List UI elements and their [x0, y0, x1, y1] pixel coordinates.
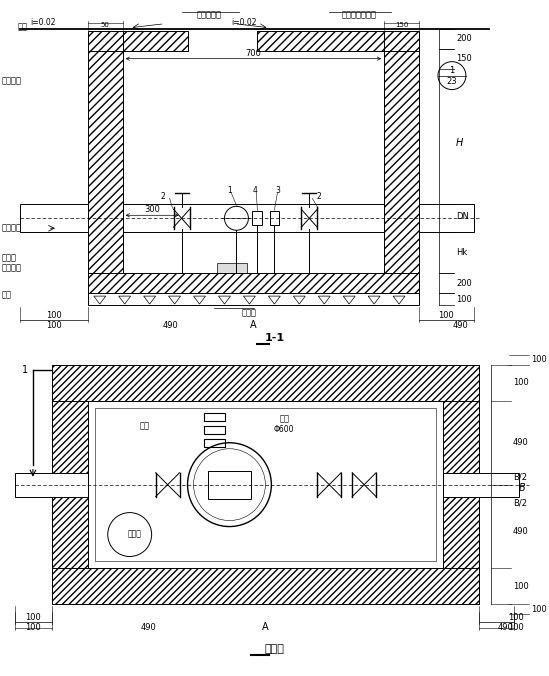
Text: 100: 100 — [508, 623, 524, 632]
Polygon shape — [52, 365, 479, 401]
Text: 100: 100 — [439, 310, 455, 320]
Text: 490: 490 — [497, 623, 513, 632]
Text: i=0.02: i=0.02 — [232, 18, 257, 27]
Text: Φ600: Φ600 — [274, 425, 295, 434]
Polygon shape — [257, 30, 384, 51]
Text: 2: 2 — [317, 192, 322, 201]
Text: 集水坑: 集水坑 — [242, 308, 257, 318]
Polygon shape — [88, 273, 419, 293]
Bar — [419, 204, 474, 233]
Text: B/2: B/2 — [513, 472, 527, 481]
Text: 23: 23 — [447, 77, 457, 86]
Bar — [208, 470, 251, 499]
Text: 100: 100 — [26, 613, 41, 622]
Text: A: A — [262, 623, 268, 632]
Text: 50: 50 — [101, 22, 110, 28]
Text: 1: 1 — [227, 186, 232, 195]
Text: 100: 100 — [513, 582, 529, 591]
Text: 钉筋混凝土盖板: 钉筋混凝土盖板 — [341, 10, 377, 19]
Polygon shape — [384, 51, 419, 273]
Polygon shape — [88, 30, 123, 51]
Text: 井盖及支座: 井盖及支座 — [197, 10, 222, 19]
Bar — [204, 439, 226, 447]
Polygon shape — [52, 401, 88, 569]
Polygon shape — [88, 293, 419, 305]
Text: 490: 490 — [513, 527, 529, 536]
Text: H: H — [456, 139, 463, 149]
Bar — [20, 204, 88, 233]
Text: 100: 100 — [531, 356, 546, 364]
Bar — [204, 413, 226, 420]
Text: i=0.02: i=0.02 — [30, 18, 55, 27]
Polygon shape — [88, 51, 123, 273]
Bar — [95, 408, 436, 562]
Text: 200: 200 — [456, 34, 472, 43]
Text: 水流方向: 水流方向 — [2, 224, 22, 233]
Text: 钉筋混: 钉筋混 — [2, 254, 17, 263]
Polygon shape — [52, 569, 479, 604]
Text: 砖筑井壁: 砖筑井壁 — [2, 76, 22, 85]
Bar — [270, 212, 279, 225]
Text: 490: 490 — [141, 623, 156, 632]
Text: 1: 1 — [449, 66, 455, 75]
Text: 2: 2 — [160, 192, 165, 201]
Text: 100: 100 — [26, 623, 41, 632]
Text: 垒层: 垒层 — [2, 291, 12, 299]
Text: 100: 100 — [46, 310, 61, 320]
Bar — [15, 473, 88, 497]
Text: 3: 3 — [275, 186, 280, 195]
Polygon shape — [384, 30, 419, 51]
Text: 集水坑: 集水坑 — [128, 529, 142, 538]
Text: 150: 150 — [395, 22, 408, 28]
Text: 200: 200 — [456, 279, 472, 287]
Text: DN: DN — [456, 212, 469, 221]
Text: 150: 150 — [456, 54, 472, 63]
Bar — [52, 365, 479, 604]
Text: 490: 490 — [163, 320, 178, 329]
Polygon shape — [443, 401, 479, 569]
Text: 490: 490 — [452, 320, 468, 329]
Polygon shape — [123, 30, 188, 51]
Text: 100: 100 — [456, 295, 472, 304]
Text: B: B — [519, 483, 525, 493]
Text: 凝土底板: 凝土底板 — [2, 264, 22, 272]
Circle shape — [438, 62, 466, 90]
Bar — [217, 263, 248, 273]
Text: 100: 100 — [531, 605, 546, 614]
Text: 蹯步: 蹯步 — [139, 421, 150, 431]
Text: 1-1: 1-1 — [264, 333, 284, 343]
Bar — [253, 212, 262, 225]
Text: B/2: B/2 — [513, 498, 527, 507]
Text: 人孔: 人孔 — [279, 414, 289, 423]
Text: 100: 100 — [508, 613, 524, 622]
Text: 490: 490 — [513, 438, 529, 448]
Text: 平面图: 平面图 — [265, 644, 284, 654]
Text: 地面: 地面 — [18, 22, 28, 31]
Text: 4: 4 — [253, 186, 258, 195]
Text: 100: 100 — [513, 379, 529, 387]
Text: 100: 100 — [46, 320, 61, 329]
Bar — [443, 473, 519, 497]
Text: 1: 1 — [22, 365, 28, 375]
Text: 700: 700 — [245, 49, 261, 57]
Text: 300: 300 — [144, 206, 160, 214]
Text: A: A — [250, 320, 257, 330]
Bar — [88, 401, 443, 569]
Text: Hk: Hk — [456, 248, 467, 257]
Bar — [204, 426, 226, 434]
